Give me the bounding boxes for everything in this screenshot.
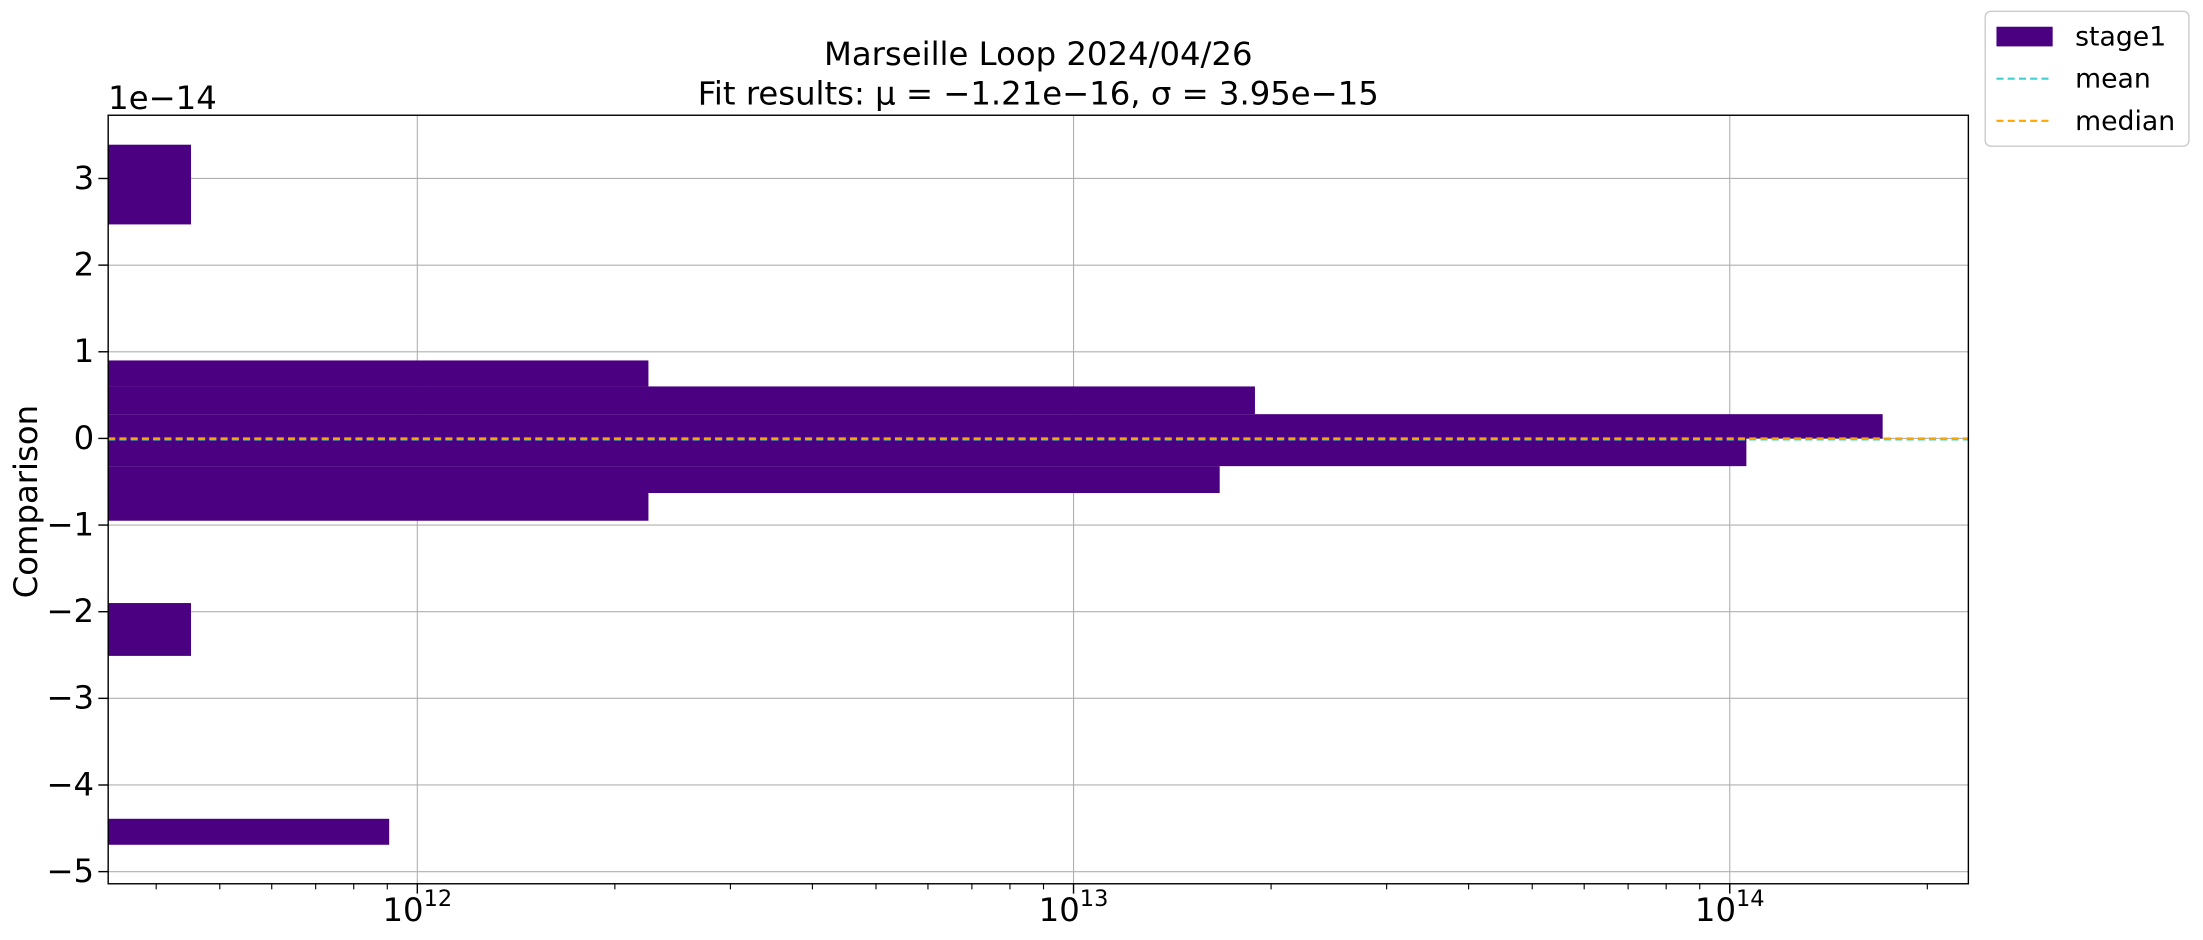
y-axis-label: Comparison — [7, 405, 45, 598]
x-tick-exponent: 14 — [1736, 886, 1765, 912]
bar — [108, 466, 1220, 494]
y-tick-label: −1 — [47, 505, 95, 543]
bar — [108, 386, 1255, 415]
y-offset-label: 1e−14 — [108, 79, 217, 117]
chart-subtitle: Fit results: μ = −1.21e−16, σ = 3.95e−15 — [698, 75, 1379, 113]
y-tick-label: −5 — [47, 852, 95, 890]
bar — [108, 414, 1883, 439]
x-tick-label: 1013 — [1039, 886, 1109, 929]
y-tick-label: 2 — [74, 246, 95, 284]
plot-frame — [107, 114, 1970, 885]
legend-label: mean — [2075, 64, 2151, 95]
legend-label: median — [2075, 106, 2175, 137]
x-tick-label: 1014 — [1695, 886, 1765, 929]
bar — [108, 360, 649, 387]
x-tick-base: 10 — [1695, 891, 1736, 929]
x-tick-exponent: 13 — [1080, 886, 1109, 912]
x-tick-label: 1012 — [382, 886, 452, 929]
legend-label: stage1 — [2075, 21, 2166, 52]
bar — [108, 603, 192, 656]
x-tick-exponent: 12 — [424, 886, 453, 912]
chart-title: Marseille Loop 2024/04/26 — [824, 35, 1253, 73]
legend-swatch — [1996, 26, 2053, 47]
y-tick-label: 3 — [74, 159, 95, 197]
bar — [108, 493, 649, 521]
y-tick-label: −4 — [47, 765, 95, 803]
bar — [108, 144, 192, 225]
legend-items: stage1 mean median — [1996, 21, 2175, 137]
y-tick-label: 1 — [74, 332, 95, 370]
y-tick-label: −2 — [47, 592, 95, 630]
bar — [108, 818, 390, 845]
y-tick-label: 0 — [74, 419, 95, 457]
y-tick-label: −3 — [47, 679, 95, 717]
bar — [108, 438, 1747, 467]
x-tick-base: 10 — [1039, 891, 1080, 929]
x-tick-base: 10 — [382, 891, 423, 929]
